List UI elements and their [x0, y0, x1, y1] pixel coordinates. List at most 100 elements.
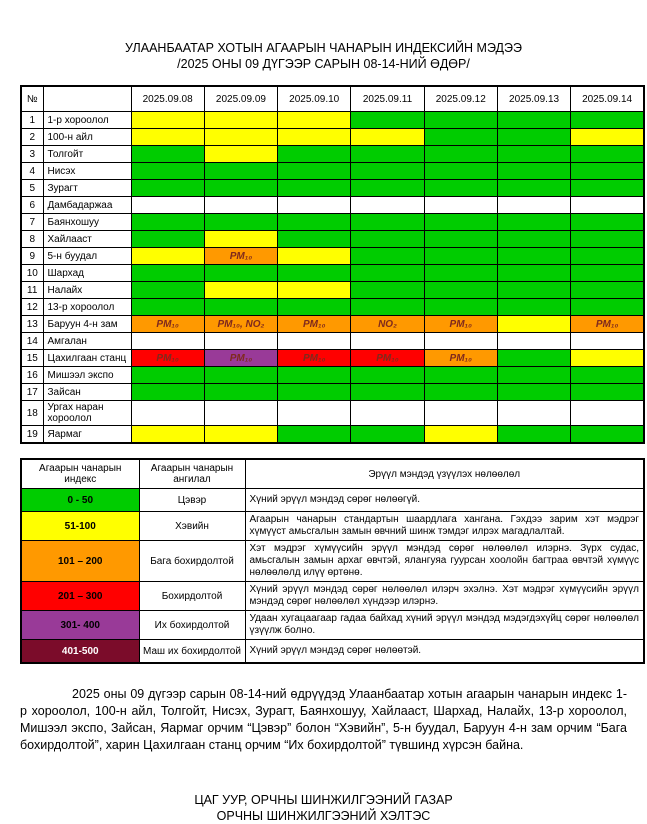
aqi-row: 6 Дамбадаржаа [20, 196, 645, 214]
aqi-row: 4 Нисэх [20, 162, 645, 180]
aqi-value-cell [130, 179, 205, 197]
station-name: 1-р хороолол [42, 111, 132, 129]
aqi-row: 19 Яармаг [20, 425, 645, 444]
aqi-value-cell [203, 332, 279, 350]
aqi-value-cell [277, 230, 352, 248]
aqi-value-cell [496, 247, 572, 265]
aqi-value-cell [570, 264, 645, 282]
station-name: Толгойт [42, 145, 132, 163]
aqi-value-cell [570, 162, 645, 180]
aqi-value-cell [350, 332, 425, 350]
legend-row: 201 – 300 Бохирдолтой Хүний эрүүл мэндэд с… [20, 581, 645, 611]
aqi-value-cell [570, 383, 645, 401]
aqi-value-cell [423, 366, 498, 384]
row-number: 2 [20, 128, 44, 146]
aqi-value-cell [277, 162, 352, 180]
aqi-value-cell [423, 196, 498, 214]
aqi-row: 16 Мишээл экспо [20, 366, 645, 384]
station-name: Ургах наран хороолол [42, 400, 132, 426]
legend-row: 401-500 Маш их бохирдолтой Хүний эрүүл мэн… [20, 639, 645, 664]
aqi-value-cell: PM₁₀ [277, 315, 352, 333]
aqi-value-cell [496, 111, 572, 129]
legend-table: Агаарын чанарын индекс Агаарын чанарын ан… [20, 458, 645, 664]
index-range: 401-500 [20, 639, 140, 664]
aqi-value-cell [423, 383, 498, 401]
health-effect: Удаан хугацаагаар гадаа байхад хүний эрү… [244, 610, 645, 640]
aqi-value-cell [203, 213, 279, 231]
row-number: 11 [20, 281, 44, 299]
aqi-value-cell [423, 400, 498, 426]
station-name: 100-н айл [42, 128, 132, 146]
aqi-value-cell [130, 162, 205, 180]
station-name: Цахилгаан станц [42, 349, 132, 367]
aqi-value-cell [203, 400, 279, 426]
aqi-value-cell: PM₁₀ [350, 349, 425, 367]
aqi-value-cell [423, 281, 498, 299]
aqi-row: 2 100-н айл [20, 128, 645, 146]
aqi-value-cell [277, 281, 352, 299]
aqi-row: 3 Толгойт [20, 145, 645, 163]
aqi-value-cell: PM₁₀ [277, 349, 352, 367]
aqi-row: 8 Хайлааст [20, 230, 645, 248]
date-column-header: 2025.09.14 [570, 85, 645, 112]
station-name: Амгалан [42, 332, 132, 350]
aqi-value-cell [496, 128, 572, 146]
aqi-value-cell: PM₁₀ [423, 315, 498, 333]
legend-table-body: 0 - 50 Цэвэр Хүний эрүүл мэндэд сөрөг нөлө… [20, 488, 645, 664]
quality-category: Цэвэр [138, 488, 246, 512]
date-column-header: 2025.09.13 [496, 85, 572, 112]
aqi-value-cell [570, 196, 645, 214]
aqi-value-cell [130, 213, 205, 231]
row-number: 16 [20, 366, 44, 384]
aqi-value-cell [130, 111, 205, 129]
page-title: УЛААНБААТАР ХОТЫН АГААРЫН ЧАНАРЫН ИНДЕКС… [20, 40, 627, 72]
aqi-value-cell [570, 332, 645, 350]
aqi-value-cell [496, 281, 572, 299]
aqi-value-cell [350, 425, 425, 444]
aqi-value-cell [203, 425, 279, 444]
aqi-value-cell [496, 425, 572, 444]
legend-row: 51-100 Хэвийн Агаарын чанарын стандартын ш… [20, 511, 645, 541]
aqi-row: 5 Зурагт [20, 179, 645, 197]
aqi-table: № 2025.09.08 2025.09.09 2025.09.10 2025.09.… [20, 85, 645, 444]
health-effect: Агаарын чанарын стандартын шаардлага хан… [244, 511, 645, 541]
aqi-value-cell [203, 179, 279, 197]
no-column-header: № [20, 85, 44, 112]
aqi-value-cell [350, 128, 425, 146]
aqi-value-cell [130, 366, 205, 384]
aqi-value-cell [203, 281, 279, 299]
index-range: 0 - 50 [20, 488, 140, 512]
station-name: 5-н буудал [42, 247, 132, 265]
aqi-row: 9 5-н буудал PM₁₀ [20, 247, 645, 265]
aqi-value-cell [350, 298, 425, 316]
quality-category: Бага бохирдолтой [138, 540, 246, 582]
row-number: 4 [20, 162, 44, 180]
aqi-row: 11 Налайх [20, 281, 645, 299]
aqi-value-cell [277, 383, 352, 401]
station-name: Зурагт [42, 179, 132, 197]
legend-row: 0 - 50 Цэвэр Хүний эрүүл мэндэд сөрөг нөлө… [20, 488, 645, 512]
aqi-value-cell [570, 179, 645, 197]
aqi-value-cell: PM₁₀ [423, 349, 498, 367]
aqi-value-cell [423, 128, 498, 146]
aqi-value-cell [350, 196, 425, 214]
aqi-value-cell [496, 349, 572, 367]
title-line-1: УЛААНБААТАР ХОТЫН АГААРЫН ЧАНАРЫН ИНДЕКС… [125, 41, 522, 55]
aqi-value-cell [350, 179, 425, 197]
aqi-value-cell [423, 425, 498, 444]
aqi-row: 13 Баруун 4-н зам PM₁₀ PM₁₀, NO₂ PM₁₀ NO₂ PM₁₀… [20, 315, 645, 333]
aqi-value-cell [423, 145, 498, 163]
aqi-value-cell [570, 366, 645, 384]
aqi-header-row: № 2025.09.08 2025.09.09 2025.09.10 2025.09.… [20, 85, 645, 112]
row-number: 12 [20, 298, 44, 316]
aqi-row: 15 Цахилгаан станц PM₁₀ PM₁₀ PM₁₀ PM₁₀ PM₁₀ [20, 349, 645, 367]
aqi-value-cell [277, 213, 352, 231]
station-name: Шархад [42, 264, 132, 282]
legend-column-header: Эрүүл мэндэд үзүүлэх нөлөөлөл [244, 458, 645, 489]
aqi-value-cell [350, 264, 425, 282]
quality-category: Бохирдолтой [138, 581, 246, 611]
aqi-value-cell [496, 383, 572, 401]
aqi-value-cell [496, 213, 572, 231]
aqi-value-cell [496, 230, 572, 248]
health-effect: Хүний эрүүл мэндэд сөрөг нөлөөгүй. [244, 488, 645, 512]
